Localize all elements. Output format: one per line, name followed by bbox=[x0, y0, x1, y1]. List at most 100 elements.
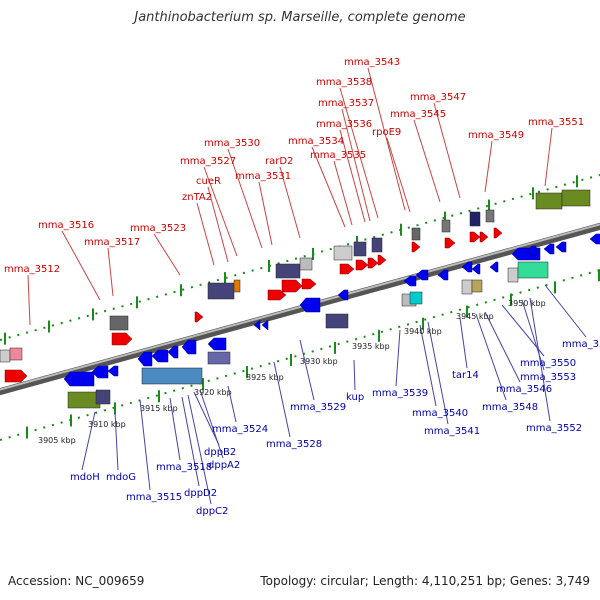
leader-line bbox=[153, 233, 181, 276]
protein-box bbox=[109, 315, 129, 331]
forward-gene-arrow bbox=[281, 279, 303, 293]
leader-line bbox=[367, 67, 406, 211]
forward-gene-arrow bbox=[111, 332, 133, 346]
protein-box bbox=[275, 263, 301, 279]
genome-backbone-highlight bbox=[0, 223, 600, 391]
reverse-gene-arrow bbox=[489, 261, 499, 273]
protein-box bbox=[95, 389, 111, 405]
leader-line bbox=[27, 274, 31, 326]
reverse-gene-arrow bbox=[471, 263, 481, 275]
forward-gene-arrow bbox=[194, 311, 204, 323]
leader-line bbox=[61, 230, 101, 301]
reverse-gene-arrow bbox=[253, 319, 261, 331]
bottom-gene-label: mma_3524 bbox=[212, 424, 268, 435]
reverse-gene-arrow bbox=[91, 365, 109, 379]
reverse-gene-arrow bbox=[181, 339, 197, 355]
scale-label: 3935 kbp bbox=[352, 342, 390, 351]
protein-box bbox=[371, 237, 383, 253]
bottom-gene-label: mma_3518 bbox=[156, 462, 212, 473]
leader-line bbox=[199, 389, 224, 459]
bottom-gene-label: dppB2 bbox=[204, 447, 236, 458]
top-gene-labels: mma_3512 mma_3516 mma_3517 mma_3523 znTA2 cue… bbox=[4, 57, 584, 275]
scale-labels: 3905 kbp 3910 kbp 3915 kbp 3920 kbp 3925 kbp… bbox=[38, 299, 546, 445]
reverse-gene-arrow bbox=[543, 243, 555, 255]
reverse-gene-arrow bbox=[461, 261, 473, 273]
protein-box bbox=[325, 313, 349, 329]
bottom-gene-label: mma_3548 bbox=[482, 402, 538, 413]
reverse-gene-arrow bbox=[261, 319, 269, 331]
top-gene-label: mma_3534 bbox=[288, 136, 344, 147]
top-gene-label: mma_3536 bbox=[316, 119, 372, 130]
protein-box bbox=[353, 241, 367, 257]
bottom-gene-label: dppD2 bbox=[184, 488, 217, 499]
top-gene-label: mma_3516 bbox=[38, 220, 94, 231]
bottom-gene-label: dppA2 bbox=[208, 460, 240, 471]
leader-line bbox=[484, 140, 493, 193]
scale-label: 3930 kbp bbox=[300, 357, 338, 366]
reverse-gene-arrow bbox=[63, 371, 95, 387]
forward-gene-arrow bbox=[377, 254, 387, 266]
cds-box bbox=[67, 391, 101, 409]
bottom-gene-label: mma_3546 bbox=[496, 384, 552, 395]
leader-line bbox=[139, 399, 151, 491]
topology-text: Topology: circular; Length: 4,110,251 bp… bbox=[260, 574, 590, 588]
bottom-gene-labels: mdoH mdoG mma_3515 mma_3518 dppD2 dppC2 dppB2 d… bbox=[70, 339, 600, 517]
reverse-gene-arrow bbox=[437, 269, 449, 281]
bottom-gene-label: mdoG bbox=[106, 472, 136, 483]
leader-line bbox=[341, 108, 371, 222]
leader-line bbox=[339, 87, 379, 219]
scale-label: 3940 kbp bbox=[404, 327, 442, 336]
bottom-gene-label: mma_3540 bbox=[412, 408, 468, 419]
cds-box bbox=[535, 192, 563, 210]
top-gene-label: mma_3538 bbox=[316, 77, 372, 88]
reverse-gene-arrow bbox=[167, 345, 179, 359]
leader-line bbox=[81, 411, 96, 471]
scale-label: 3950 kbp bbox=[508, 299, 546, 308]
scale-label: 3920 kbp bbox=[194, 388, 232, 397]
reverse-gene-arrow bbox=[107, 365, 119, 377]
leader-line bbox=[273, 361, 291, 438]
leader-line bbox=[413, 119, 441, 203]
bottom-gene-label: mma_3553 bbox=[520, 372, 576, 383]
forward-gene-arrow bbox=[267, 289, 287, 301]
bottom-gene-label: kup bbox=[346, 392, 364, 403]
protein-box bbox=[485, 209, 495, 223]
protein-box bbox=[207, 351, 231, 365]
bottom-gene-label: dppC2 bbox=[196, 506, 228, 517]
forward-gene-arrow bbox=[367, 257, 379, 269]
leader-line bbox=[433, 102, 461, 199]
top-gene-label: mma_3512 bbox=[4, 264, 60, 275]
top-gene-label: znTA2 bbox=[182, 192, 212, 203]
scale-label: 3925 kbp bbox=[246, 373, 284, 382]
top-gene-label: rarD2 bbox=[265, 156, 293, 167]
top-gene-label: mma_3527 bbox=[180, 156, 236, 167]
orf-box bbox=[233, 279, 241, 293]
genome-backbone bbox=[0, 222, 600, 396]
leader-line bbox=[484, 311, 521, 383]
bottom-gene-label: mma_3550 bbox=[520, 358, 576, 369]
reverse-gene-arrow bbox=[415, 269, 429, 281]
leader-line bbox=[311, 146, 346, 228]
leader-line bbox=[299, 339, 315, 401]
leader-line bbox=[207, 186, 229, 263]
forward-gene-arrow bbox=[355, 259, 369, 271]
leader-line bbox=[203, 166, 238, 257]
scale-label: 3910 kbp bbox=[88, 420, 126, 429]
forward-gene-arrow bbox=[301, 278, 317, 290]
top-gene-label: mma_3537 bbox=[318, 98, 374, 109]
bottom-gene-label: mma_3515 bbox=[126, 492, 182, 503]
forward-gene-arrow bbox=[444, 237, 456, 249]
top-gene-label: mma_3547 bbox=[410, 92, 466, 103]
leader-line bbox=[181, 396, 200, 487]
leader-line bbox=[258, 181, 273, 246]
feature-box bbox=[461, 279, 473, 295]
top-gene-label: rpoE9 bbox=[372, 127, 401, 138]
protein-box bbox=[441, 219, 451, 233]
reverse-gene-arrow bbox=[207, 337, 227, 351]
reverse-gene-arrow bbox=[151, 349, 169, 363]
protein-box bbox=[207, 282, 235, 300]
feature-box bbox=[299, 257, 313, 271]
leader-line bbox=[279, 166, 301, 239]
bottom-gene-label: tar14 bbox=[452, 370, 479, 381]
